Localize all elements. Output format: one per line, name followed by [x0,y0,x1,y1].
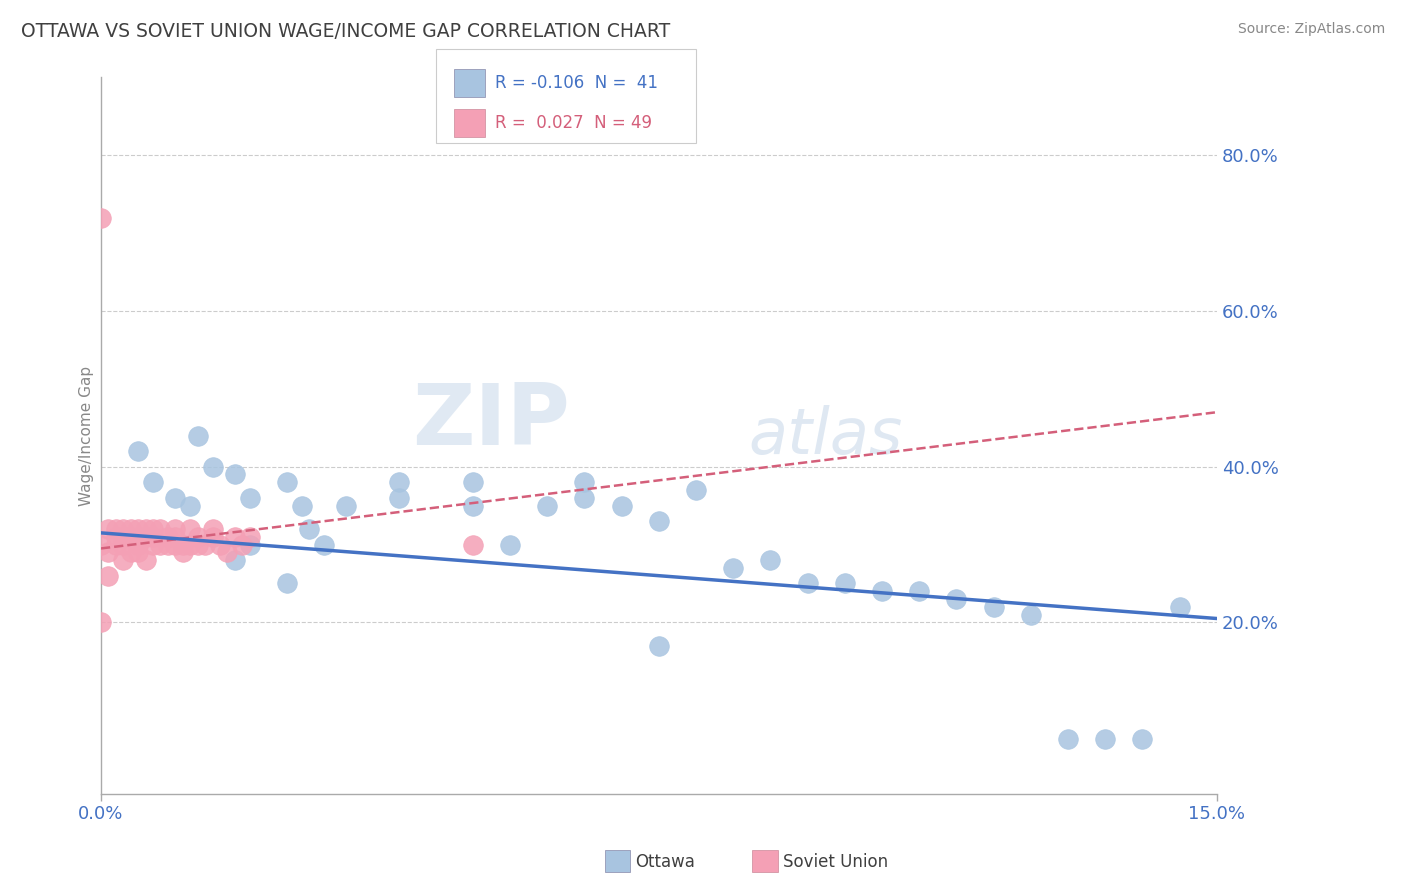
Text: Ottawa: Ottawa [636,853,696,871]
Point [179,537,201,551]
Point [834,576,856,591]
Point [723,561,745,575]
Point [610,499,633,513]
Point [194,537,217,551]
Point [127,537,149,551]
Point [217,545,239,559]
Point [127,537,149,551]
Point [314,537,336,551]
Point [142,522,165,536]
Point [574,475,596,490]
Point [239,537,262,551]
Point [165,522,187,536]
Point [983,599,1005,614]
Point [90,537,112,551]
Point [461,499,484,513]
Text: R =  0.027  N = 49: R = 0.027 N = 49 [495,114,652,132]
Point [112,537,135,551]
Point [187,537,209,551]
Point [97,522,120,536]
Text: atlas: atlas [748,405,903,467]
Point [387,491,409,505]
Point [298,522,321,536]
Point [536,499,558,513]
Point [685,483,707,497]
Point [104,537,127,551]
Point [165,537,187,551]
Point [127,444,149,458]
Point [127,530,149,544]
Point [187,530,209,544]
Point [1057,732,1080,747]
Point [104,522,127,536]
Point [201,459,224,474]
Text: ZIP: ZIP [412,380,569,463]
Point [201,522,224,536]
Point [759,553,782,567]
Point [461,475,484,490]
Point [231,537,253,551]
Point [112,553,135,567]
Point [945,592,967,607]
Point [648,639,671,653]
Point [1168,599,1191,614]
Point [149,522,172,536]
Point [239,491,262,505]
Point [276,475,298,490]
Point [120,545,142,559]
Point [239,530,262,544]
Point [172,537,194,551]
Point [135,522,157,536]
Point [461,537,484,551]
Point [172,545,194,559]
Point [135,553,157,567]
Point [104,530,127,544]
Point [1094,732,1116,747]
Text: Source: ZipAtlas.com: Source: ZipAtlas.com [1237,22,1385,37]
Point [224,553,246,567]
Point [276,576,298,591]
Point [97,568,120,582]
Point [208,537,231,551]
Point [224,467,246,482]
Point [112,530,135,544]
Point [97,545,120,559]
Point [142,475,165,490]
Point [142,530,165,544]
Point [90,211,112,225]
Point [127,545,149,559]
Text: R = -0.106  N =  41: R = -0.106 N = 41 [495,74,658,92]
Point [291,499,314,513]
Point [870,584,893,599]
Point [648,514,671,528]
Point [179,499,201,513]
Point [796,576,818,591]
Point [179,522,201,536]
Point [187,428,209,442]
Point [908,584,931,599]
Point [165,530,187,544]
Point [120,530,142,544]
Point [335,499,357,513]
Point [387,475,409,490]
Point [165,491,187,505]
Point [224,530,246,544]
Point [149,537,172,551]
Point [142,537,165,551]
Point [120,522,142,536]
Point [499,537,522,551]
Point [112,522,135,536]
Point [90,615,112,630]
Point [135,530,157,544]
Point [1132,732,1154,747]
Y-axis label: Wage/Income Gap: Wage/Income Gap [79,366,94,506]
Point [1019,607,1042,622]
Point [156,537,179,551]
Point [574,491,596,505]
Point [156,530,179,544]
Point [127,522,149,536]
Point [201,530,224,544]
Text: OTTAWA VS SOVIET UNION WAGE/INCOME GAP CORRELATION CHART: OTTAWA VS SOVIET UNION WAGE/INCOME GAP C… [21,22,671,41]
Text: Soviet Union: Soviet Union [783,853,889,871]
